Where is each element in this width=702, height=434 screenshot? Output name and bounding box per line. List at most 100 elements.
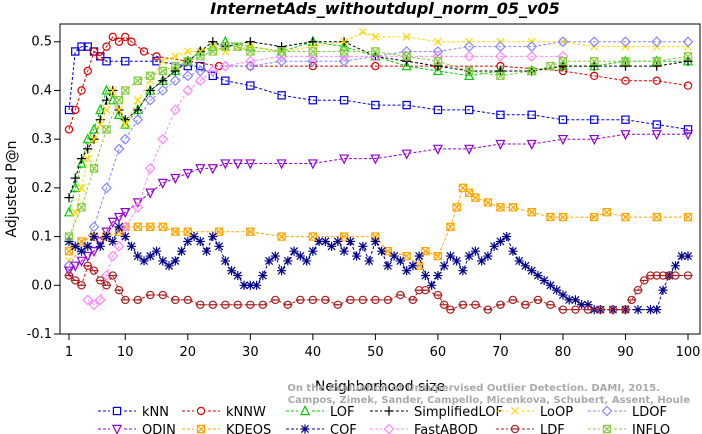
chart-title: InternetAds_withoutdupl_norm_05_v05 [210,0,560,18]
data-point-inflo [339,47,349,56]
data-point-knn [121,57,130,66]
data-point-cof [420,270,430,281]
x-tick-label: 50 [367,345,384,360]
citation-watermark: Campos, Zimek, Sander, Campello, Micenko… [287,383,690,406]
legend-marker-odin [111,424,123,434]
data-point-ldf [233,300,243,309]
data-point-odin [101,227,112,238]
data-point-odin [107,217,118,228]
data-point-cof [358,241,368,251]
legend-marker-ldof [601,405,613,417]
data-point-knn [208,71,218,81]
data-point-ldof [144,94,156,106]
data-point-lof [245,40,256,51]
data-point-odin [232,159,243,170]
data-point-cof [95,241,105,251]
data-point-simplifiedlof [245,37,255,47]
data-point-cof [433,270,443,281]
data-point-simplifiedlof [652,61,662,71]
data-point-simplifiedlof [170,66,180,76]
legend-label-simplifiedlof: SimplifiedLOF [414,405,503,420]
data-point-kdeos [527,208,536,217]
data-point-cof [483,251,493,261]
legend-label-cof: COF [330,423,357,434]
data-point-ldof [157,85,169,96]
legend: kNN kNNW LOF SimplifiedLOF LoOP LDOF ODIN KDEOS… [98,405,670,434]
series-line-knn [68,46,689,130]
data-point-loop [108,86,117,95]
legend-label-inflo: INFLO [632,423,670,434]
data-point-cof [389,251,399,261]
data-point-ldf [95,276,105,285]
data-point-knn [308,95,318,105]
data-point-fastabod [144,162,156,174]
data-point-cof [201,246,212,256]
data-point-cof [570,295,581,305]
data-point-loop [77,183,86,192]
data-point-cof [558,290,568,300]
y-tick-label: 0.2 [31,181,52,196]
x-tick-label: 20 [180,345,197,360]
data-point-lof [432,65,443,76]
data-point-ldf [345,295,355,305]
legend-item-inflo: INFLO [588,423,670,434]
data-point-odin [76,256,87,267]
data-point-knnw [64,125,74,134]
legend-marker-simplifiedlof [384,406,394,416]
data-point-ldf [483,305,493,314]
data-point-simplifiedlof [120,115,130,125]
legend-marker-lof [299,405,311,416]
data-point-cof [145,251,155,261]
data-point-knnw [83,66,92,76]
series-inflo [64,42,693,241]
data-point-inflo [621,57,630,66]
data-point-fastabod [244,55,256,67]
data-point-knn [196,61,205,71]
data-point-cof [170,256,180,266]
data-point-lof [76,157,87,168]
data-point-loop [89,135,99,144]
data-point-fastabod [526,50,538,62]
data-point-ldof [338,55,350,67]
legend-marker-cof [300,424,310,434]
data-point-knn [496,110,505,120]
data-point-knn [246,81,255,90]
legend-marker-kdeos [196,424,206,434]
data-point-ldf [89,266,99,275]
data-point-cof [208,231,218,242]
data-point-knnw [108,32,117,42]
legend-label-knn: kNN [142,405,169,420]
data-point-knnw [89,47,99,56]
data-point-cof [220,256,230,266]
x-tick-label: 90 [617,345,634,360]
data-point-cof [126,241,137,251]
data-point-ldf [108,271,118,280]
data-point-ldf [283,300,293,309]
data-point-cof [658,285,668,295]
data-point-cof [514,256,524,266]
data-point-knn [402,100,411,110]
data-point-fastabod [94,294,106,306]
data-point-lof [464,69,475,81]
plot-frame [59,23,701,335]
data-point-ldof [651,36,663,48]
data-point-odin [245,159,256,170]
data-point-ldf [208,300,218,309]
data-point-ldof [588,36,600,48]
data-point-ldof [307,55,319,67]
data-point-kdeos [383,246,393,256]
data-point-cof [677,251,687,261]
data-point-fastabod [207,65,219,77]
data-point-kdeos [483,198,493,207]
data-point-kdeos [171,227,180,236]
data-point-ldf [258,300,268,309]
data-point-ldof [620,36,631,48]
data-point-ldf [683,271,693,280]
data-point-cof [645,305,656,315]
data-point-odin [307,159,318,170]
data-point-ldf [639,276,649,285]
data-point-fastabod [119,221,131,233]
data-point-cof [577,300,587,310]
data-point-knn [433,105,443,115]
data-point-inflo [308,47,318,56]
